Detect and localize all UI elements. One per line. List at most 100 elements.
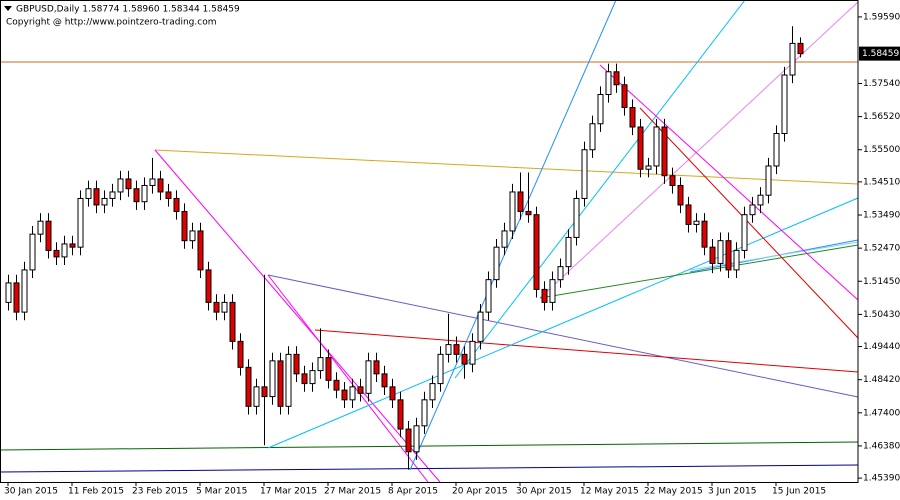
candle-body <box>653 126 660 167</box>
candle-body <box>117 178 124 193</box>
candle-body <box>437 353 444 385</box>
candle-body <box>701 220 708 248</box>
candle-body <box>133 188 140 203</box>
candle-body <box>349 386 356 401</box>
plot-border <box>0 0 859 483</box>
trend-line <box>314 329 859 373</box>
candle-body <box>229 301 236 342</box>
x-tick-label: 27 Mar 2015 <box>324 487 381 497</box>
candle-body <box>565 236 572 268</box>
candle-body <box>293 353 300 375</box>
menu-arrow[interactable] <box>4 6 12 11</box>
candle-body <box>597 94 604 125</box>
y-tick-label: 1.45390 <box>863 474 900 484</box>
candle-body <box>173 197 180 212</box>
candle-body <box>549 279 556 303</box>
candle-body <box>141 184 148 203</box>
candle-body <box>749 204 756 216</box>
drawings <box>0 0 859 483</box>
x-tick-label: 20 Apr 2015 <box>452 487 508 497</box>
candle-body <box>717 240 724 264</box>
y-tick-label: 1.59590 <box>863 12 900 22</box>
chart-subtitle: Copyright @ http://www.pointzero-trading… <box>6 18 216 28</box>
candle-body <box>5 282 12 303</box>
candle-body <box>469 340 476 365</box>
candle-body <box>253 386 260 407</box>
x-tick-label: 30 Jan 2015 <box>4 487 58 497</box>
candle-body <box>245 366 252 407</box>
candle-body <box>685 204 692 225</box>
candle-body <box>69 243 76 248</box>
candle-body <box>333 379 340 391</box>
candle-body <box>189 230 196 242</box>
candle-body <box>389 386 396 401</box>
candle-body <box>693 220 700 225</box>
candle-body <box>45 220 52 251</box>
candle-body <box>533 214 540 290</box>
x-tick-label: 12 May 2015 <box>580 487 639 497</box>
candle-body <box>485 279 492 313</box>
candle-body <box>125 178 132 190</box>
candle-body <box>13 282 20 313</box>
trend-line <box>154 149 441 483</box>
candle-body <box>709 246 716 264</box>
y-tick-label: 1.51450 <box>863 277 900 287</box>
candle-body <box>517 191 524 212</box>
candle-body <box>373 360 380 375</box>
candle-body <box>101 197 108 206</box>
y-tick-label: 1.50430 <box>863 310 900 320</box>
trend-line <box>267 197 859 449</box>
candle-body <box>53 249 60 258</box>
candle-body <box>21 269 28 313</box>
candle-body <box>405 428 412 453</box>
trend-line <box>539 244 859 299</box>
candle-body <box>157 178 164 193</box>
candle-body <box>677 184 684 206</box>
candle-body <box>525 210 532 216</box>
candle-body <box>37 220 44 235</box>
trend-line <box>454 0 746 379</box>
candle-body <box>605 71 612 96</box>
candle-body <box>661 126 668 177</box>
x-tick-label: 15 Jun 2015 <box>772 487 826 497</box>
x-tick-label: 23 Feb 2015 <box>132 487 188 497</box>
candle-body <box>733 249 740 271</box>
candle-body <box>205 269 212 303</box>
chart-title: GBPUSD,Daily 1.58774 1.58960 1.58344 1.5… <box>16 5 240 15</box>
candle-body <box>85 188 92 199</box>
candle-body <box>365 360 372 394</box>
candle-body <box>317 357 324 372</box>
candle-body <box>237 340 244 368</box>
trend-line <box>0 441 859 451</box>
candle-body <box>301 373 308 385</box>
y-tick-label: 1.48420 <box>863 375 900 385</box>
x-tick-label: 5 Mar 2015 <box>196 487 247 497</box>
candle-body <box>541 288 548 303</box>
candle-body <box>269 360 276 398</box>
trend-line <box>599 64 859 301</box>
candle-body <box>413 425 420 453</box>
candle-body <box>477 311 484 342</box>
x-tick-label: 17 Mar 2015 <box>260 487 317 497</box>
x-tick-label: 3 Jun 2015 <box>708 487 756 497</box>
y-tick-label: 1.56520 <box>863 112 900 122</box>
candle-body <box>325 357 332 381</box>
candle-body <box>645 165 652 170</box>
candle-body <box>453 344 460 355</box>
y-tick-label: 1.49440 <box>863 342 900 352</box>
candle-body <box>509 191 516 232</box>
candle-body <box>109 191 116 199</box>
candle-body <box>789 42 796 76</box>
candle-body <box>261 386 268 398</box>
y-tick-label: 1.55500 <box>863 145 900 155</box>
trend-line <box>267 274 859 398</box>
candle-body <box>773 132 780 167</box>
candle-body <box>197 230 204 271</box>
candle-body <box>573 197 580 238</box>
candle-body <box>77 197 84 248</box>
candle-body <box>797 42 804 55</box>
candle-body <box>501 230 508 248</box>
candle-body <box>589 123 596 151</box>
price-label: 1.58459 <box>862 49 899 59</box>
